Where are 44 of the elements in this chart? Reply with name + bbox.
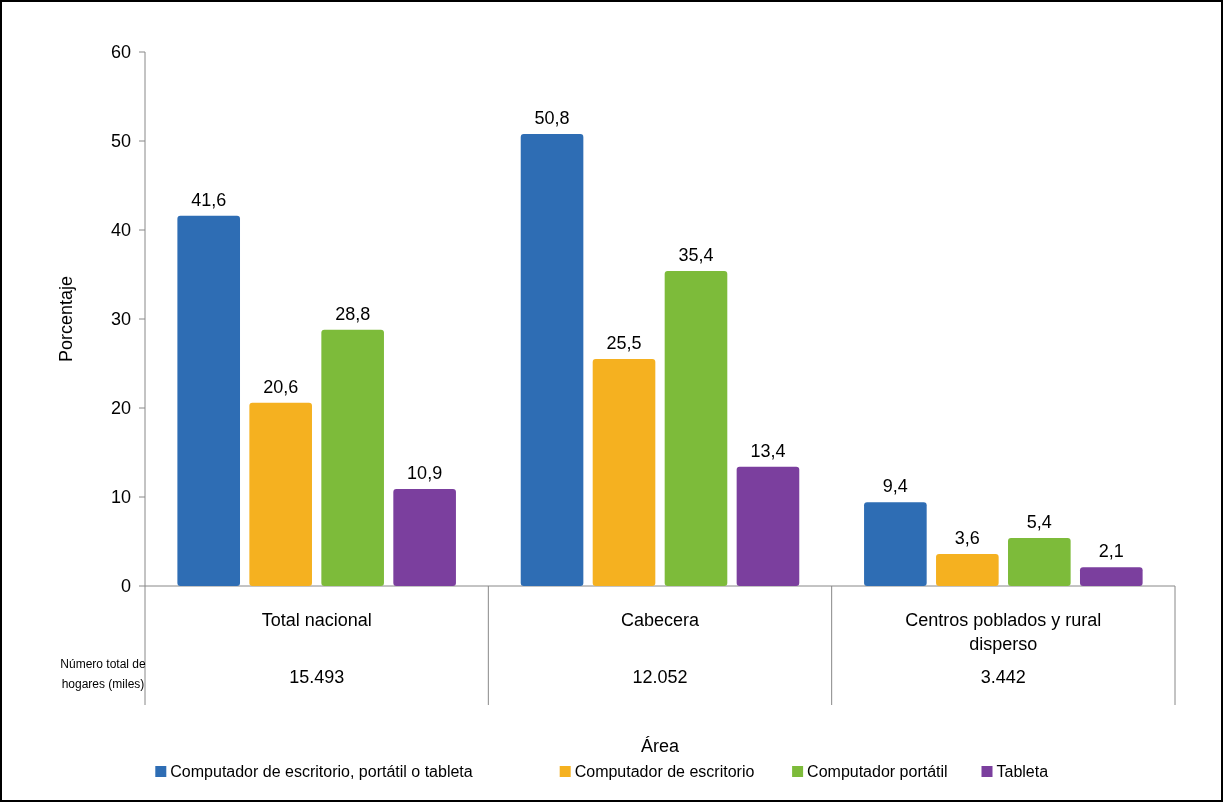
data-label: 2,1 [1098,541,1124,562]
data-label: 10,9 [407,462,443,483]
y-tick-label: 0 [120,576,131,597]
data-label: 9,4 [882,476,908,497]
bar [393,488,456,586]
bar [520,133,584,586]
y-tick-label: 10 [110,487,131,508]
x-axis-title: Área [640,736,680,756]
bar [592,359,656,586]
text: Número total de hogares (miles) [60,657,147,691]
bar [664,270,728,586]
y-tick-label: 50 [110,131,131,152]
bar [321,329,384,586]
data-label: 5,4 [1026,511,1052,532]
data-label: 13,4 [750,440,786,461]
bar [1008,537,1071,586]
data-label: 28,8 [335,303,371,324]
y-tick-label: 30 [110,309,131,330]
data-label: 3,6 [954,527,980,548]
data-label: 50,8 [534,107,570,128]
data-label: 41,6 [191,189,227,210]
bar [736,466,800,586]
legend-label: Computador portátil [807,763,948,780]
bar [249,402,312,586]
y-tick-label: 40 [110,220,131,241]
text: 12.052 [632,667,688,687]
x-tick-label: Total nacional [261,610,372,630]
legend-label: Computador de escritorio [574,763,755,780]
x-tick-label: Centros poblados y rural disperso [905,610,1102,654]
bar [1079,567,1143,586]
x-tick-label: Cabecera [620,610,701,630]
y-axis-title: Porcentaje [56,275,76,363]
y-tick-label: 20 [110,398,131,419]
text: 15.493 [289,667,345,687]
data-label: 20,6 [263,376,299,397]
bar [177,215,241,586]
text: 3.442 [980,667,1026,687]
legend-label: Computador de escritorio, portátil o tableta [170,763,473,780]
data-label: 35,4 [678,244,714,265]
legend-label: Tableta [996,763,1049,780]
bar [936,553,999,586]
data-label: 25,5 [606,333,642,354]
bar [864,502,927,586]
y-tick-label: 60 [110,42,131,63]
